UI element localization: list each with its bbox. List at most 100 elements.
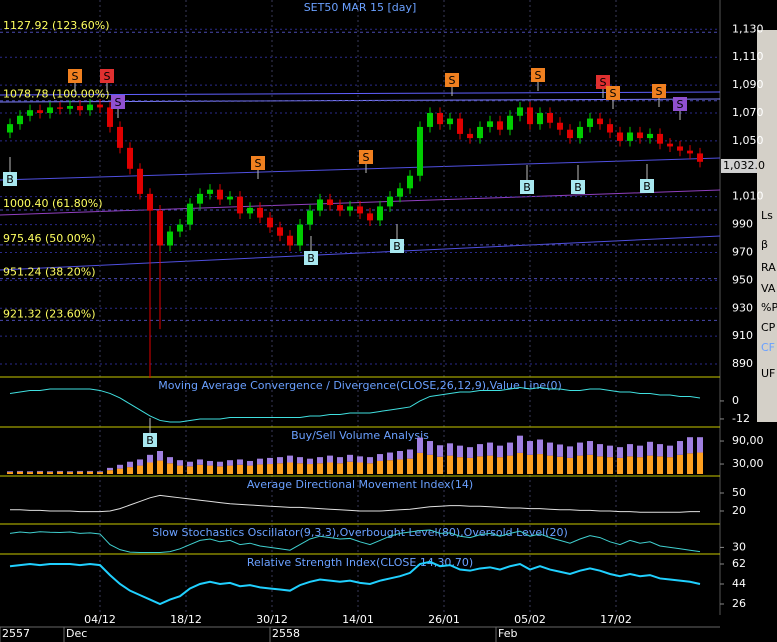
y-tick-label: 1,090 [732,78,764,91]
fib-label: 921.32 (23.60%) [3,307,96,320]
volume-bar [417,452,423,474]
candle-body [627,132,633,141]
volume-bar [687,437,693,454]
toolbar-item[interactable]: RA [761,261,776,274]
volume-bar [507,455,513,474]
volume-bar [517,435,523,453]
volume-bar [477,456,483,474]
volume-bar [547,455,553,474]
volume-bar [227,460,233,466]
fib-label: 1127.92 (123.60%) [3,19,110,32]
volume-bar [287,462,293,474]
volume-bar [407,458,413,474]
signal-label: S [656,85,663,98]
candle-body [217,189,223,200]
y-tick-label: 44 [732,577,746,590]
toolbar-item[interactable]: CF [761,341,775,354]
volume-bar [347,461,353,474]
toolbar-item[interactable]: UF [761,367,775,380]
candle-body [137,168,143,194]
volume-bar [297,457,303,464]
candle-body [177,224,183,232]
volume-bar [287,455,293,463]
volume-bar [167,457,173,464]
toolbar-item[interactable]: %P [761,301,777,314]
signal-box [531,68,545,82]
y-tick-label: 1,050 [732,134,764,147]
signal-box [571,180,585,194]
volume-bar [517,452,523,474]
y-tick-label: 950 [732,273,753,286]
candle-body [677,146,683,151]
volume-bar [627,456,633,474]
volume-bar [457,457,463,474]
candle-body [507,115,513,130]
volume-bar [327,455,333,463]
candle-body [657,133,663,144]
volume-bar [107,467,113,471]
candle-body [597,118,603,125]
volume-bar [367,463,373,474]
volume-bar [77,470,83,472]
signal-label: S [677,98,684,111]
toolbar-item[interactable]: CP [761,321,776,334]
toolbar-item[interactable]: VA [761,282,776,295]
volume-bar [497,445,503,458]
volume-bar [667,457,673,474]
date-label: 30/12 [256,613,288,626]
candle-body [17,115,23,125]
candle-body [77,106,83,111]
candle-body [247,207,253,214]
candle-body [417,126,423,176]
volume-bar [437,445,443,457]
period-label: Dec [66,627,87,640]
volume-bar [407,449,413,459]
volume-bar [87,471,93,474]
chart-title: SET50 MAR 15 [day] [304,1,417,14]
candle-body [527,107,533,125]
volume-bar [657,444,663,457]
volume-bar [527,441,533,455]
volume-bar [17,471,23,474]
toolbar-item[interactable]: Ls [761,209,773,222]
trend-line [0,91,721,96]
volume-bar [217,466,223,474]
last-price-box [721,158,757,173]
volume-bar [487,455,493,474]
volume-bar [227,465,233,474]
volume-bar [137,459,143,466]
volume-bar [27,472,33,474]
volume-bar [147,454,153,463]
volume-bar [7,471,13,473]
signal-label: S [72,70,79,83]
volume-bar [687,453,693,474]
last-price-label: 1,032.0 [723,159,765,172]
candle-body [637,132,643,139]
volume-bar [387,452,393,461]
candle-body [587,118,593,127]
candle-body [447,118,453,125]
volume-bar [277,457,283,464]
candle-body [557,122,563,130]
signal-box [359,150,373,164]
signal-label: S [535,69,542,82]
panel-title: Buy/Sell Volume Analysis [291,429,429,442]
volume-bar [277,463,283,474]
candle-body [7,124,13,133]
candle-body [517,107,523,116]
volume-bar [337,457,343,464]
candle-body [667,143,673,147]
volume-bar [447,455,453,474]
volume-bar [347,454,353,462]
volume-bar [427,454,433,474]
candle-body [127,147,133,169]
volume-bar [157,451,163,461]
y-tick-label: 890 [732,357,753,370]
candle-body [397,188,403,197]
toolbar-item[interactable]: β [761,238,768,251]
date-label: 17/02 [600,613,632,626]
candle-body [387,196,393,207]
candle-body [577,126,583,139]
volume-bar [597,456,603,474]
period-label: 2558 [272,627,300,640]
